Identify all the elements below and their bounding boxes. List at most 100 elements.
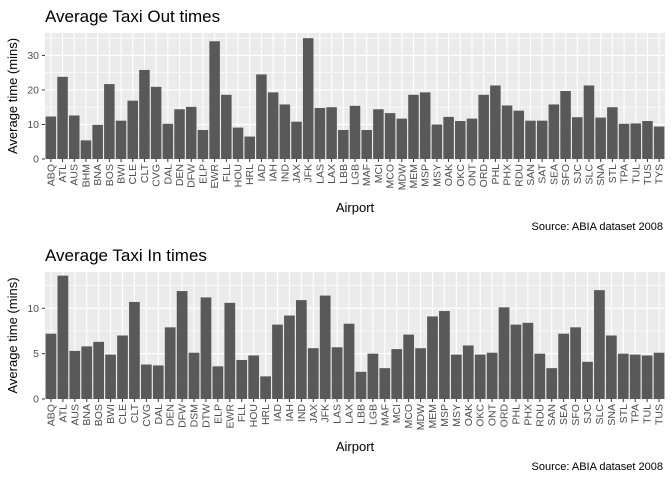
bar-lbb — [355, 371, 367, 399]
x-tick-label: MEM — [427, 404, 439, 429]
x-tick-label: ATL — [57, 404, 69, 423]
bar-las — [331, 347, 343, 399]
x-tick-label: SEA — [558, 404, 570, 425]
x-tick-label: LAX — [344, 404, 356, 424]
y-tick-label: 30 — [27, 50, 39, 62]
bar-tys — [653, 126, 665, 159]
bar-ord — [478, 94, 489, 159]
y-tick-label: 0 — [33, 154, 39, 166]
bar-clt — [129, 301, 140, 399]
x-tick-label: PHX — [522, 404, 534, 426]
bar-maf — [361, 130, 372, 159]
bar-fll — [236, 359, 248, 399]
bar-bna — [92, 124, 103, 159]
x-tick-label: MCO — [385, 164, 397, 189]
x-tick-label: ELP — [212, 404, 224, 424]
bar-iad — [272, 324, 283, 399]
x-tick-label: IAH — [268, 164, 280, 182]
x-tick-label: CVG — [141, 404, 153, 427]
x-tick-label: AUS — [69, 404, 81, 426]
bar-iah — [284, 315, 295, 399]
y-tick-label: 10 — [27, 119, 39, 131]
x-tick-label: TYS — [654, 164, 666, 184]
x-tick-label: DFW — [177, 404, 189, 428]
x-tick-label: SLC — [594, 404, 606, 425]
bar-maf — [379, 368, 391, 399]
x-tick-label: FLL — [221, 164, 233, 182]
bar-ord — [498, 307, 510, 399]
bar-mdw — [396, 118, 408, 159]
bar-cle — [117, 335, 128, 399]
x-tick-label: LBB — [338, 164, 350, 184]
x-tick-label: ABQ — [45, 404, 57, 426]
bar-cvg — [150, 86, 162, 159]
x-tick-label: DAL — [162, 164, 174, 185]
bar-hrl — [244, 136, 255, 159]
x-tick-label: IND — [279, 164, 291, 183]
bar-las — [314, 107, 326, 159]
bar-aus — [68, 115, 80, 159]
x-tick-label: CVG — [151, 164, 163, 187]
x-tick-label: LAS — [332, 404, 344, 424]
bar-slc — [583, 85, 595, 159]
x-tick-label: SFO — [560, 164, 572, 186]
x-tick-label: OKC — [455, 164, 467, 187]
x-tick-label: MDW — [415, 404, 427, 430]
bar-clt — [139, 69, 150, 159]
x-tick-label: DEN — [165, 404, 177, 426]
x-tick-label: LGB — [350, 164, 362, 185]
x-tick-label: LBB — [355, 404, 367, 424]
x-tick-label: TUL — [642, 404, 654, 424]
x-tick-label: ORD — [499, 404, 511, 428]
x-tick-label: SFO — [570, 404, 582, 426]
chart-caption: Source: ABIA dataset 2008 — [532, 221, 663, 233]
x-tick-label: PHX — [502, 164, 514, 186]
x-tick-label: HOU — [233, 164, 245, 187]
x-tick-label: MEM — [408, 164, 420, 189]
bar-mco — [403, 334, 415, 399]
x-tick-label: BWI — [116, 164, 128, 184]
x-tick-label: SAN — [525, 164, 537, 186]
chart-title: Average Taxi In times — [45, 246, 207, 265]
x-tick-label: BOS — [93, 404, 105, 426]
x-tick-label: ATL — [57, 164, 69, 183]
bar-bna — [81, 346, 93, 399]
bar-phl — [510, 324, 522, 399]
bar-hou — [248, 355, 260, 399]
x-tick-label: IAH — [284, 404, 296, 422]
bar-sea — [558, 333, 570, 399]
x-tick-label: LGB — [367, 404, 379, 425]
x-tick-label: CLE — [127, 164, 139, 184]
x-tick-label: MAF — [361, 164, 373, 186]
x-tick-label: ONT — [487, 403, 499, 426]
bar-bhm — [80, 140, 92, 159]
bar-msp — [439, 311, 450, 399]
bar-oak — [462, 345, 474, 399]
bar-bwi — [115, 120, 127, 159]
x-tick-label: SEA — [548, 164, 560, 185]
x-tick-label: HRL — [244, 164, 256, 185]
bar-tus — [642, 121, 653, 159]
chart-title: Average Taxi Out times — [45, 7, 220, 26]
bar-mci — [373, 109, 384, 159]
bar-iah — [267, 92, 279, 159]
x-tick-label: STL — [618, 404, 630, 423]
x-tick-label: IND — [296, 404, 308, 423]
x-tick-label: BWI — [105, 404, 117, 424]
bar-elp — [197, 130, 209, 159]
x-tick-label: MSY — [451, 404, 463, 427]
bar-elp — [212, 366, 224, 399]
bar-san — [546, 368, 558, 399]
x-tick-label: DSM — [189, 404, 201, 427]
bar-lbb — [338, 130, 349, 159]
bar-lgb — [367, 353, 379, 399]
x-tick-label: PHL — [490, 164, 502, 185]
chart-taxi-out: Average Taxi Out times 0 10 20 30 ABQ ATL AUS BH… — [5, 7, 666, 233]
x-tick-label: SJC — [582, 404, 594, 424]
x-tick-label: STL — [607, 164, 619, 183]
x-tick-label: MCI — [391, 404, 403, 423]
bar-tul — [630, 123, 642, 159]
bar-dal — [152, 365, 164, 399]
bar-msy — [450, 354, 462, 399]
